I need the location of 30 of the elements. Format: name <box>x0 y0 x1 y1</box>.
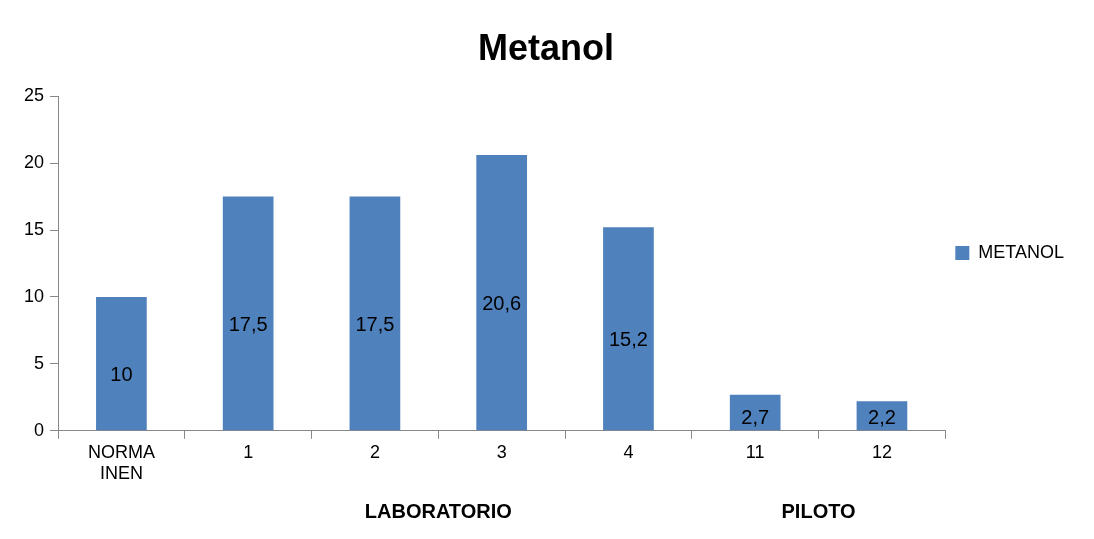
bar <box>222 196 274 431</box>
x-tick-label: 3 <box>496 441 507 462</box>
chart-title: Metanol <box>477 26 615 68</box>
bar <box>729 394 781 431</box>
y-tick-label: 15 <box>23 219 45 240</box>
x-tick-label: 4 <box>623 441 634 462</box>
data-label: 17,5 <box>355 312 395 335</box>
legend-label: METANOL <box>978 241 1065 262</box>
bar <box>603 227 654 431</box>
bar <box>96 296 147 431</box>
text: LABORATORIO <box>364 500 512 523</box>
y-tick-label: 10 <box>23 285 45 306</box>
x-tick-label: 11 <box>745 441 765 462</box>
y-tick-label: 0 <box>34 419 45 440</box>
data-label: 2,7 <box>741 405 770 428</box>
data-label: 10 <box>110 363 133 386</box>
data-label: 17,5 <box>228 312 268 335</box>
y-tick-label: 5 <box>34 352 45 373</box>
data-label: 20,6 <box>482 292 522 315</box>
x-tick-label: 12 <box>871 441 892 462</box>
x-tick-label: 2 <box>369 441 380 462</box>
text: PILOTO <box>781 500 856 523</box>
bar <box>476 155 528 431</box>
data-label: 2,2 <box>868 405 896 428</box>
data-label: 15,2 <box>608 328 648 351</box>
x-tick-label: 1 <box>243 441 254 462</box>
x-tick-label: NORMA INEN <box>87 441 155 484</box>
y-tick-label: 25 <box>23 85 45 106</box>
bar <box>349 196 401 431</box>
y-tick-label: 20 <box>23 152 45 173</box>
